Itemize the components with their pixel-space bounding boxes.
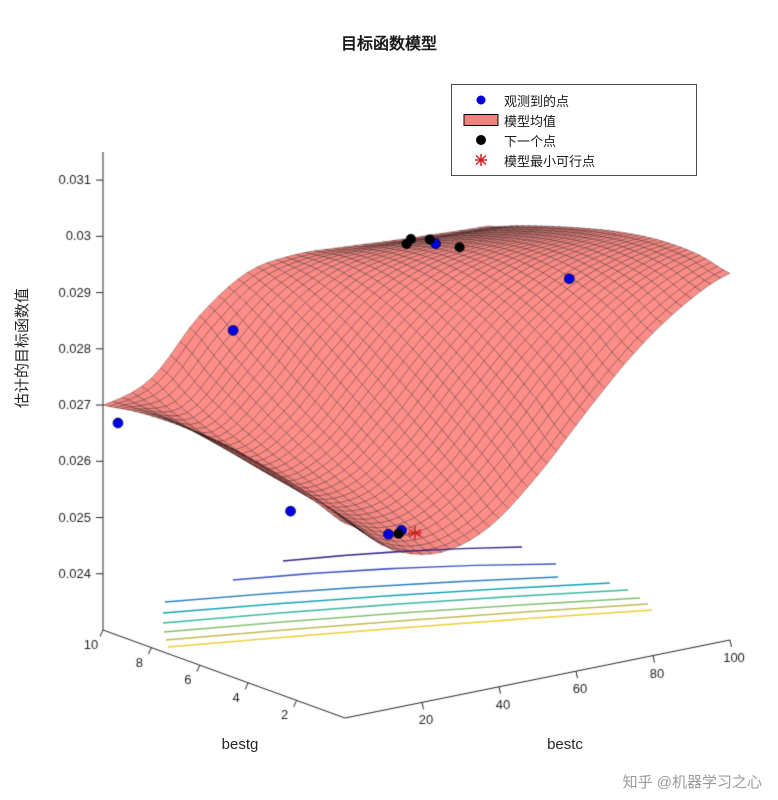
y-axis-label: bestg (221, 736, 259, 753)
min-feasible-asterisk-icon (458, 152, 504, 168)
legend-item-next-point: 下一个点 (458, 130, 690, 150)
legend-label-observed: 观测到的点 (504, 93, 570, 109)
legend-label-model-mean: 模型均值 (504, 113, 557, 129)
legend-item-observed: 观测到的点 (458, 90, 690, 110)
model-mean-patch-icon (458, 112, 504, 128)
legend-item-model-mean: 模型均值 (458, 110, 690, 130)
z-axis-label: 估计的目标函数值 (14, 288, 31, 409)
legend-item-min-feasible: 模型最小可行点 (458, 150, 690, 170)
chart-title: 目标函数模型 (340, 36, 437, 53)
legend-label-next-point: 下一个点 (504, 133, 557, 149)
legend-label-min-feasible: 模型最小可行点 (504, 153, 596, 169)
legend: 观测到的点 模型均值 下一个点 模型最小可行点 (451, 84, 697, 176)
next-point-icon (458, 132, 504, 148)
watermark: 知乎 @机器学习之心 (622, 774, 762, 791)
observed-point-icon (458, 92, 504, 108)
x-axis-label: bestc (547, 736, 583, 753)
